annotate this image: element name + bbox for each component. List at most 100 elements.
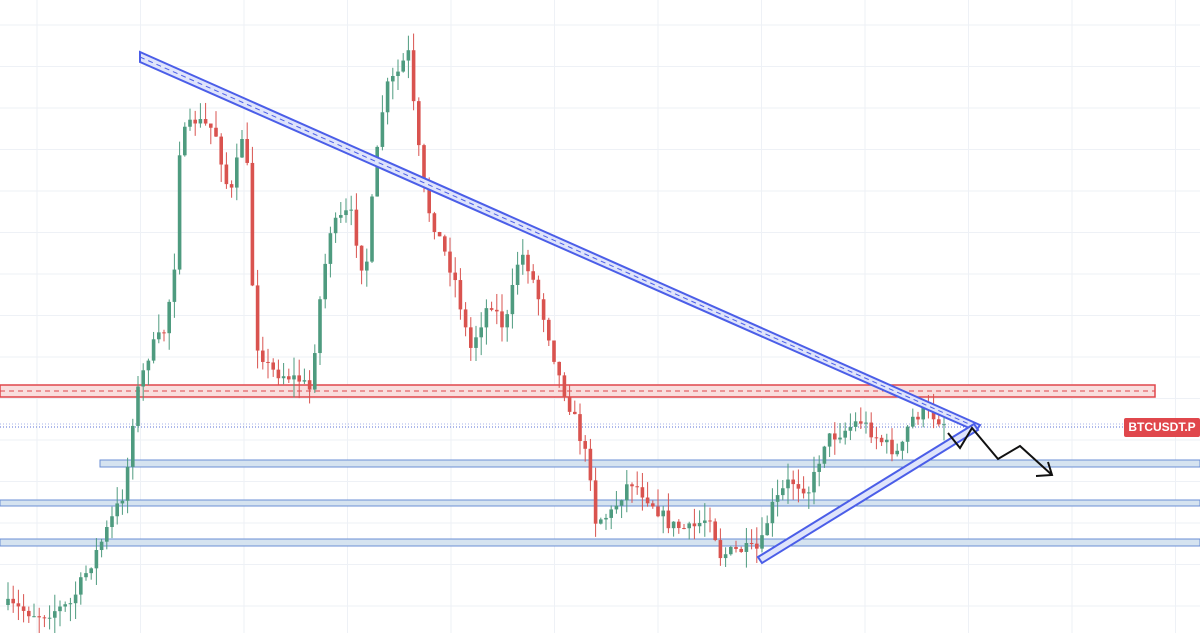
candle-body	[79, 577, 83, 595]
candle-body	[739, 548, 743, 552]
candle-body	[484, 308, 489, 328]
candle-body	[292, 375, 296, 380]
candle-body	[801, 488, 806, 494]
candle-body	[146, 360, 151, 371]
symbol-label: BTCUSDT.P	[1128, 420, 1195, 434]
candle-body	[635, 486, 639, 488]
support-zone	[0, 538, 1200, 547]
candle-body	[853, 421, 858, 427]
candle-body	[94, 550, 99, 569]
candle-body	[718, 540, 723, 559]
candle-body	[151, 339, 156, 361]
candle-body	[125, 466, 130, 501]
candle-body	[105, 527, 109, 542]
candle-body	[183, 126, 187, 156]
candle-body	[193, 119, 197, 124]
candle-body	[99, 541, 104, 551]
candle-body	[120, 500, 125, 504]
candle-body	[937, 419, 941, 425]
candle-body	[209, 123, 213, 128]
candle-body	[453, 272, 457, 281]
candle-body	[443, 236, 447, 252]
candle-body	[359, 245, 364, 271]
candle-body	[287, 376, 291, 380]
candle-body	[812, 471, 816, 493]
candle-body	[573, 411, 577, 415]
candle-body	[661, 510, 665, 517]
candle-body	[89, 568, 93, 574]
candle-body	[141, 370, 145, 387]
candle-body	[110, 516, 114, 528]
candle-body	[900, 441, 905, 451]
candle-body	[599, 519, 603, 524]
zones	[0, 384, 1200, 547]
candle-body	[349, 209, 353, 211]
candle-body	[879, 437, 884, 443]
candle-body	[489, 308, 494, 310]
candle-body	[214, 127, 218, 137]
candle-body	[42, 617, 47, 619]
candle-body	[536, 279, 541, 300]
candle-body	[198, 119, 203, 124]
candle-body	[630, 484, 634, 487]
candle-body	[167, 301, 171, 334]
candle-body	[437, 231, 442, 237]
candle-body	[531, 271, 535, 280]
candle-body	[526, 254, 530, 272]
candle-body	[297, 375, 301, 382]
candle-body	[250, 162, 255, 286]
candle-body	[708, 520, 712, 522]
candle-body	[692, 523, 697, 527]
candle-body	[131, 425, 135, 467]
support-zone	[0, 499, 1200, 507]
candle-body	[240, 138, 244, 158]
candle-body	[417, 101, 421, 146]
candle-body	[177, 155, 182, 270]
candle-body	[318, 299, 322, 354]
candle-body	[500, 311, 504, 328]
candle-body	[37, 616, 41, 618]
candle-body	[567, 397, 572, 412]
candle-body	[760, 535, 764, 549]
candle-body	[833, 433, 837, 440]
candle-body	[510, 284, 515, 315]
candle-body	[651, 503, 655, 507]
candle-body	[625, 484, 629, 501]
candle-body	[245, 138, 249, 163]
candle-body	[817, 463, 821, 472]
candle-body	[463, 309, 468, 328]
candle-body	[333, 217, 338, 234]
projection-arrow	[947, 426, 1053, 476]
arrow-head	[1035, 461, 1054, 477]
candle-body	[495, 309, 499, 312]
candle-body	[406, 50, 411, 61]
candle-body	[271, 362, 275, 370]
candle-body	[911, 416, 915, 427]
candle-body	[656, 506, 660, 517]
symbol-tag	[1124, 418, 1200, 437]
candle-body	[281, 376, 286, 379]
candle-body	[422, 145, 426, 188]
candle-body	[552, 340, 556, 362]
candle-body	[266, 361, 270, 363]
candle-body	[385, 81, 390, 113]
candle-body	[838, 437, 842, 440]
candle-body	[755, 543, 759, 549]
candle-body	[703, 520, 707, 523]
candle-body	[942, 424, 946, 426]
candle-body	[515, 264, 520, 285]
candle-body	[921, 405, 925, 420]
candle-body	[895, 450, 899, 455]
candle-body	[827, 433, 832, 447]
candle-body	[307, 380, 312, 390]
candle-body	[521, 254, 525, 265]
candle-body	[583, 441, 587, 449]
candle-body	[323, 263, 327, 300]
candle-body	[905, 426, 910, 442]
candle-body	[47, 617, 52, 619]
candle-body	[157, 332, 161, 340]
candle-body	[448, 251, 452, 273]
candle-body	[619, 500, 624, 506]
candle-body	[365, 261, 369, 271]
candle-body	[58, 606, 62, 612]
